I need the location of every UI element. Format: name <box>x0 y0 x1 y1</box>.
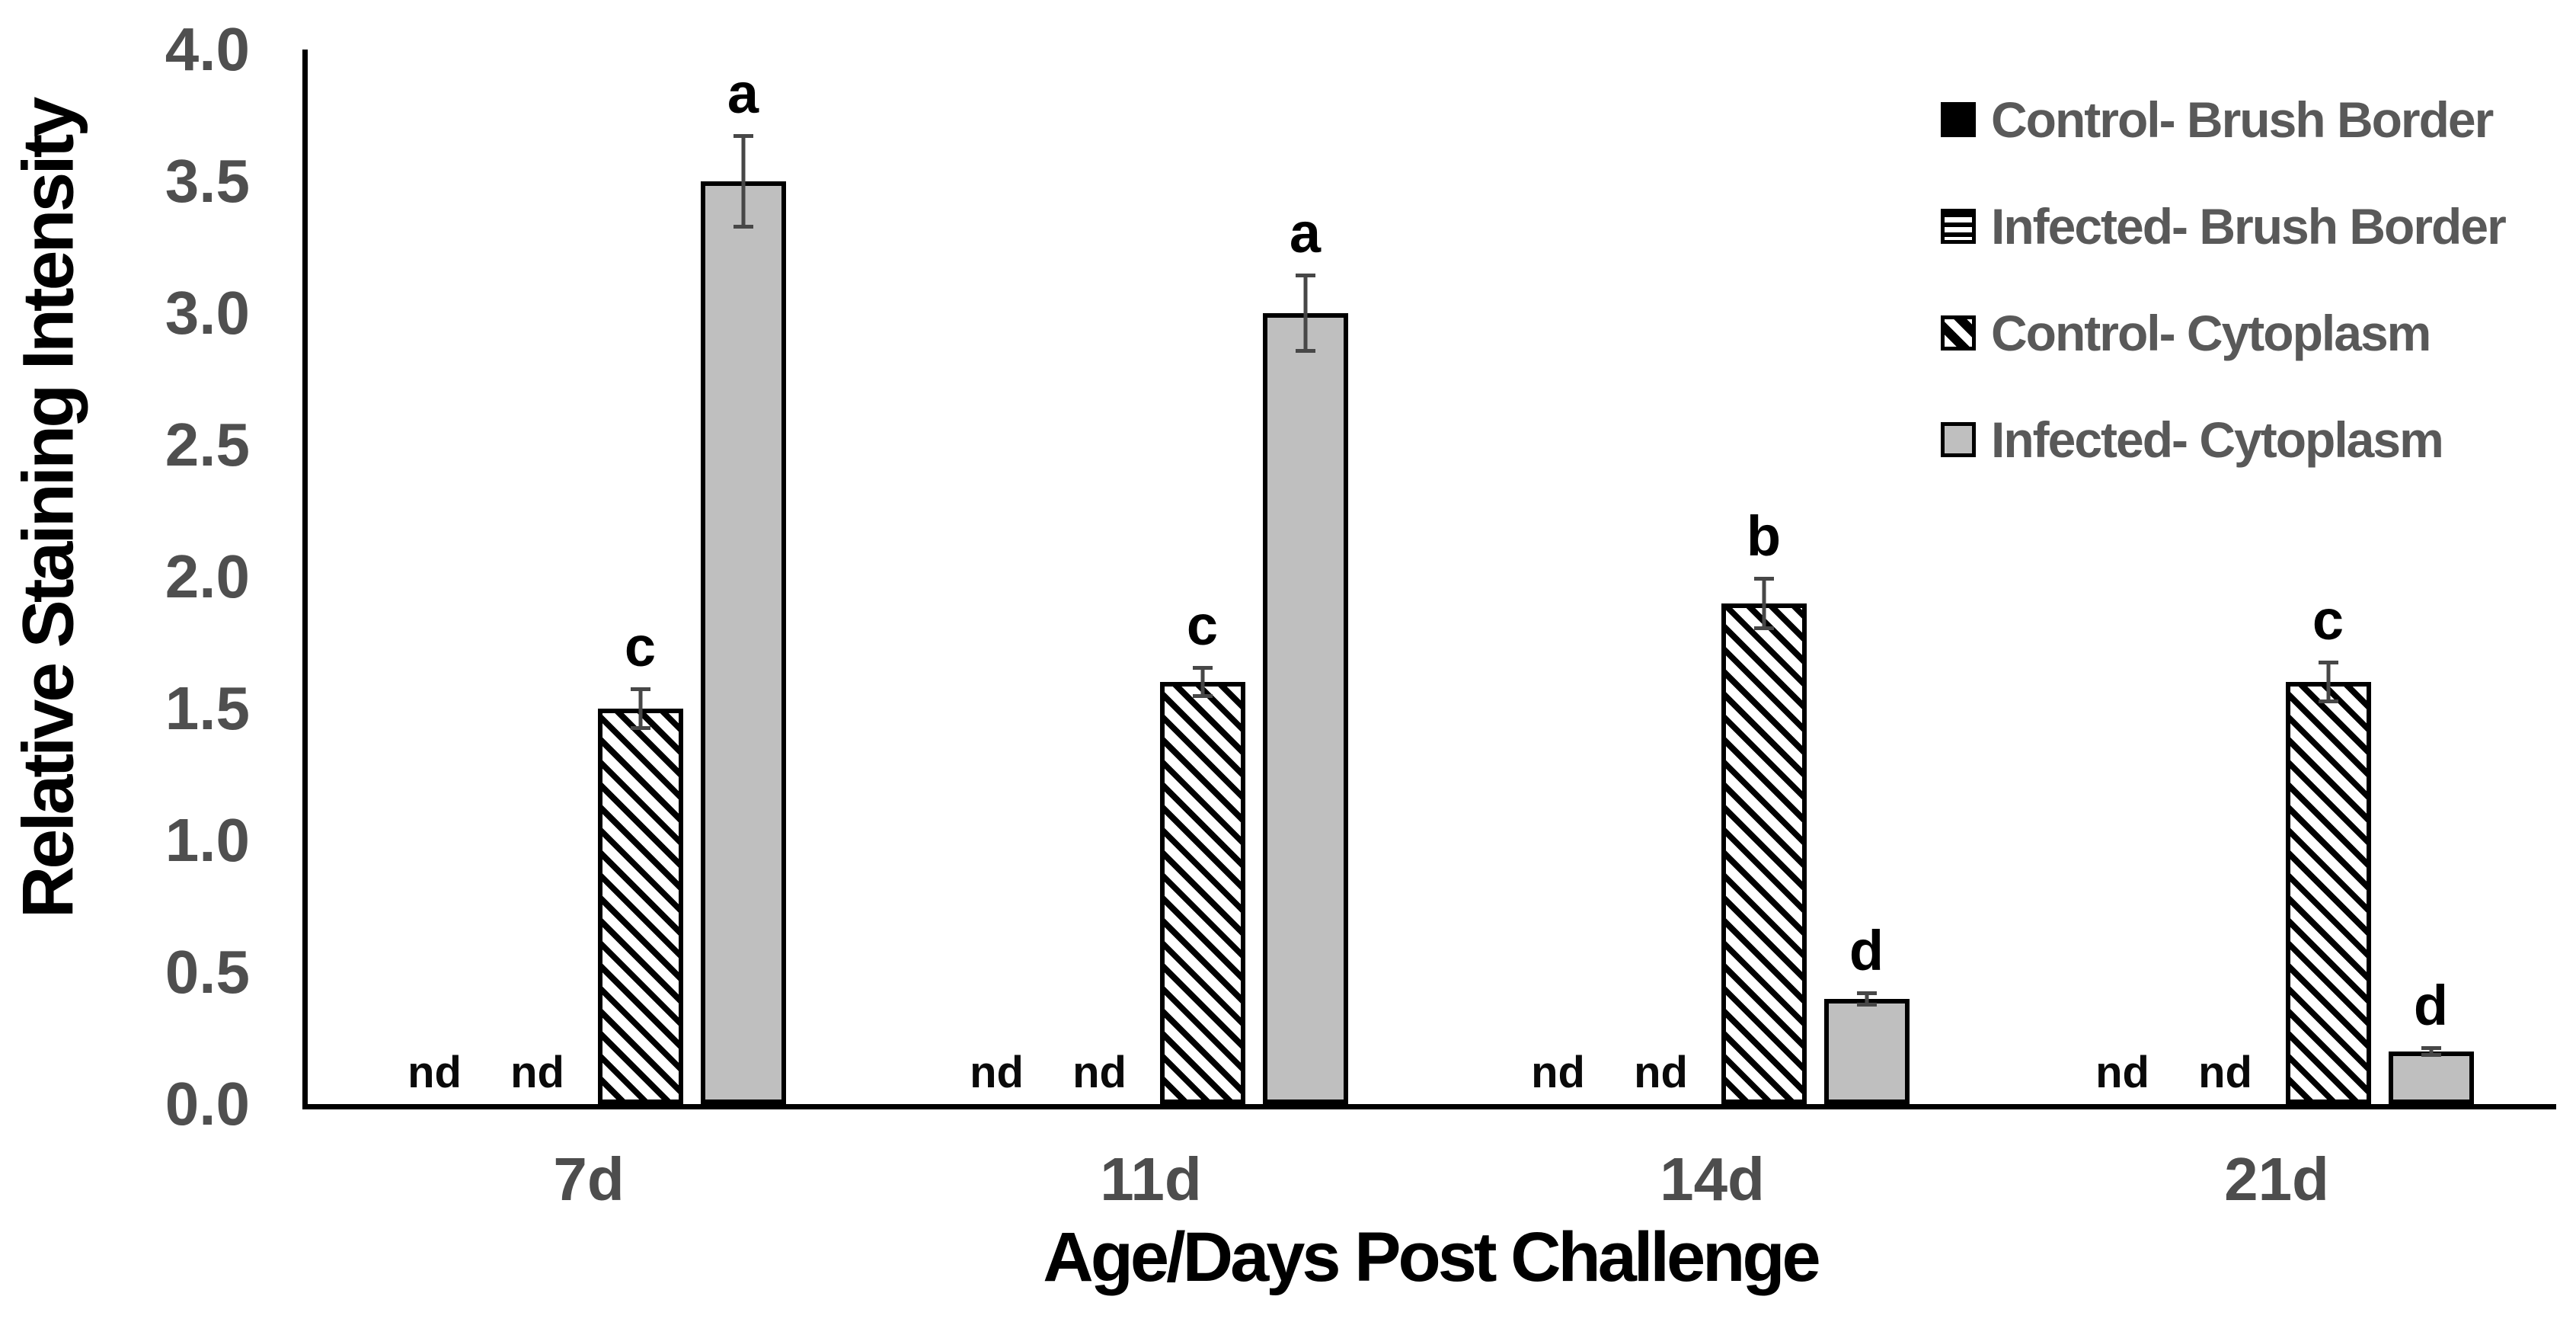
error-bar-line <box>1762 581 1766 626</box>
y-tick-label: 1.5 <box>165 674 250 742</box>
significance-letter: c <box>2312 588 2344 651</box>
bar-diagonal-stripes <box>1721 603 1807 1104</box>
nd-label: nd <box>2095 1048 2149 1097</box>
nd-label: nd <box>1531 1048 1585 1097</box>
error-bar <box>733 134 753 229</box>
nd-label: nd <box>1634 1048 1688 1097</box>
bar-diagonal-stripes <box>2285 682 2371 1104</box>
bar-slot: nd <box>954 50 1040 1104</box>
legend: Control- Brush Border Infected- Brush Bor… <box>1941 94 2507 465</box>
nd-label: nd <box>407 1048 462 1097</box>
bar-solid-gray <box>1823 999 1910 1104</box>
bar-solid-gray <box>2388 1052 2474 1104</box>
bar-slot: a <box>700 50 786 1104</box>
legend-label: Infected- Brush Border <box>1991 198 2507 254</box>
error-bar-line <box>2429 1050 2433 1053</box>
y-tick-label: 0.0 <box>165 1070 250 1138</box>
legend-swatch-solid-black <box>1941 102 1976 137</box>
significance-letter: d <box>1849 919 1884 982</box>
legend-item: Control- Cytoplasm <box>1941 308 2505 358</box>
bar-slot: nd <box>1057 50 1143 1104</box>
bar-slot: a <box>1262 50 1348 1104</box>
significance-letter: b <box>1746 504 1782 568</box>
error-bar <box>1192 666 1213 698</box>
error-bar <box>2318 661 2338 703</box>
bar-slot: b <box>1721 50 1807 1104</box>
bar-slot: d <box>2388 50 2474 1104</box>
bar-group-21d: nd nd c d <box>2080 50 2474 1104</box>
y-tick-label: 3.5 <box>165 147 250 215</box>
legend-label: Control- Cytoplasm <box>1991 305 2431 361</box>
x-axis-title: Age/Days Post Challenge <box>1043 1218 1820 1296</box>
x-tick-label: 7d <box>553 1145 625 1213</box>
significance-letter: a <box>1289 201 1322 264</box>
legend-item: Control- Brush Border <box>1941 94 2505 145</box>
legend-item: Infected- Brush Border <box>1941 201 2507 251</box>
legend-label: Control- Brush Border <box>1991 91 2494 148</box>
y-tick-label: 4.0 <box>165 15 250 83</box>
error-bar-line <box>1865 995 1868 1003</box>
x-axis-line <box>302 1104 2556 1109</box>
bar-slot: nd <box>495 50 580 1104</box>
x-tick-label: 14d <box>1660 1145 1765 1213</box>
nd-label: nd <box>1072 1048 1127 1097</box>
bar-slot: c <box>597 50 683 1104</box>
error-bar <box>1753 577 1774 630</box>
bar-diagonal-stripes <box>1159 682 1245 1104</box>
legend-swatch-horizontal-stripes <box>1941 209 1976 244</box>
error-bar-line <box>1303 277 1307 349</box>
y-tick-label: 2.0 <box>165 543 250 610</box>
error-bar-line <box>2326 664 2330 699</box>
significance-letter: d <box>2413 974 2449 1037</box>
error-bar <box>1295 274 1315 353</box>
legend-swatch-solid-gray <box>1941 422 1976 457</box>
bar-slot: nd <box>1516 50 1601 1104</box>
bar-slot: nd <box>2080 50 2165 1104</box>
legend-swatch-diagonal-stripes <box>1941 315 1976 351</box>
x-tick-label: 21d <box>2224 1145 2329 1213</box>
bar-diagonal-stripes <box>597 709 683 1104</box>
bar-solid-gray <box>700 181 786 1104</box>
legend-label: Infected- Cytoplasm <box>1991 411 2444 468</box>
bar-slot: nd <box>2183 50 2268 1104</box>
x-axis-tick-labels: 7d 11d 14d 21d <box>0 1149 2576 1233</box>
bar-slot: nd <box>392 50 478 1104</box>
legend-item: Infected- Cytoplasm <box>1941 415 2505 465</box>
x-tick-label: 11d <box>1100 1145 1202 1213</box>
significance-letter: a <box>727 62 759 125</box>
y-tick-label: 2.5 <box>165 411 250 479</box>
error-bar <box>2421 1046 2441 1057</box>
bar-slot: nd <box>1619 50 1704 1104</box>
significance-letter: c <box>1186 594 1219 657</box>
bar-solid-gray <box>1262 313 1348 1104</box>
error-bar-line <box>638 691 642 726</box>
y-axis-line <box>302 50 308 1109</box>
plot-area: nd nd c a nd nd c a nd nd b d nd nd c d <box>307 50 2554 1104</box>
bar-group-7d: nd nd c a <box>392 50 786 1104</box>
y-axis-tick-labels: 4.0 3.5 3.0 2.5 2.0 1.5 1.0 0.5 0.0 <box>0 0 254 1322</box>
nd-label: nd <box>2198 1048 2252 1097</box>
error-bar <box>1856 991 1877 1007</box>
bar-group-14d: nd nd b d <box>1516 50 1910 1104</box>
nd-label: nd <box>510 1048 564 1097</box>
error-bar-line <box>741 138 745 225</box>
y-tick-label: 0.5 <box>165 938 250 1006</box>
error-bar <box>630 687 650 730</box>
nd-label: nd <box>970 1048 1024 1097</box>
error-bar-line <box>1200 670 1204 694</box>
bar-slot: d <box>1823 50 1910 1104</box>
bar-group-11d: nd nd c a <box>954 50 1348 1104</box>
significance-letter: c <box>624 615 657 678</box>
y-tick-label: 3.0 <box>165 279 250 347</box>
bar-slot: c <box>2285 50 2371 1104</box>
bar-slot: c <box>1159 50 1245 1104</box>
y-tick-label: 1.0 <box>165 806 250 874</box>
